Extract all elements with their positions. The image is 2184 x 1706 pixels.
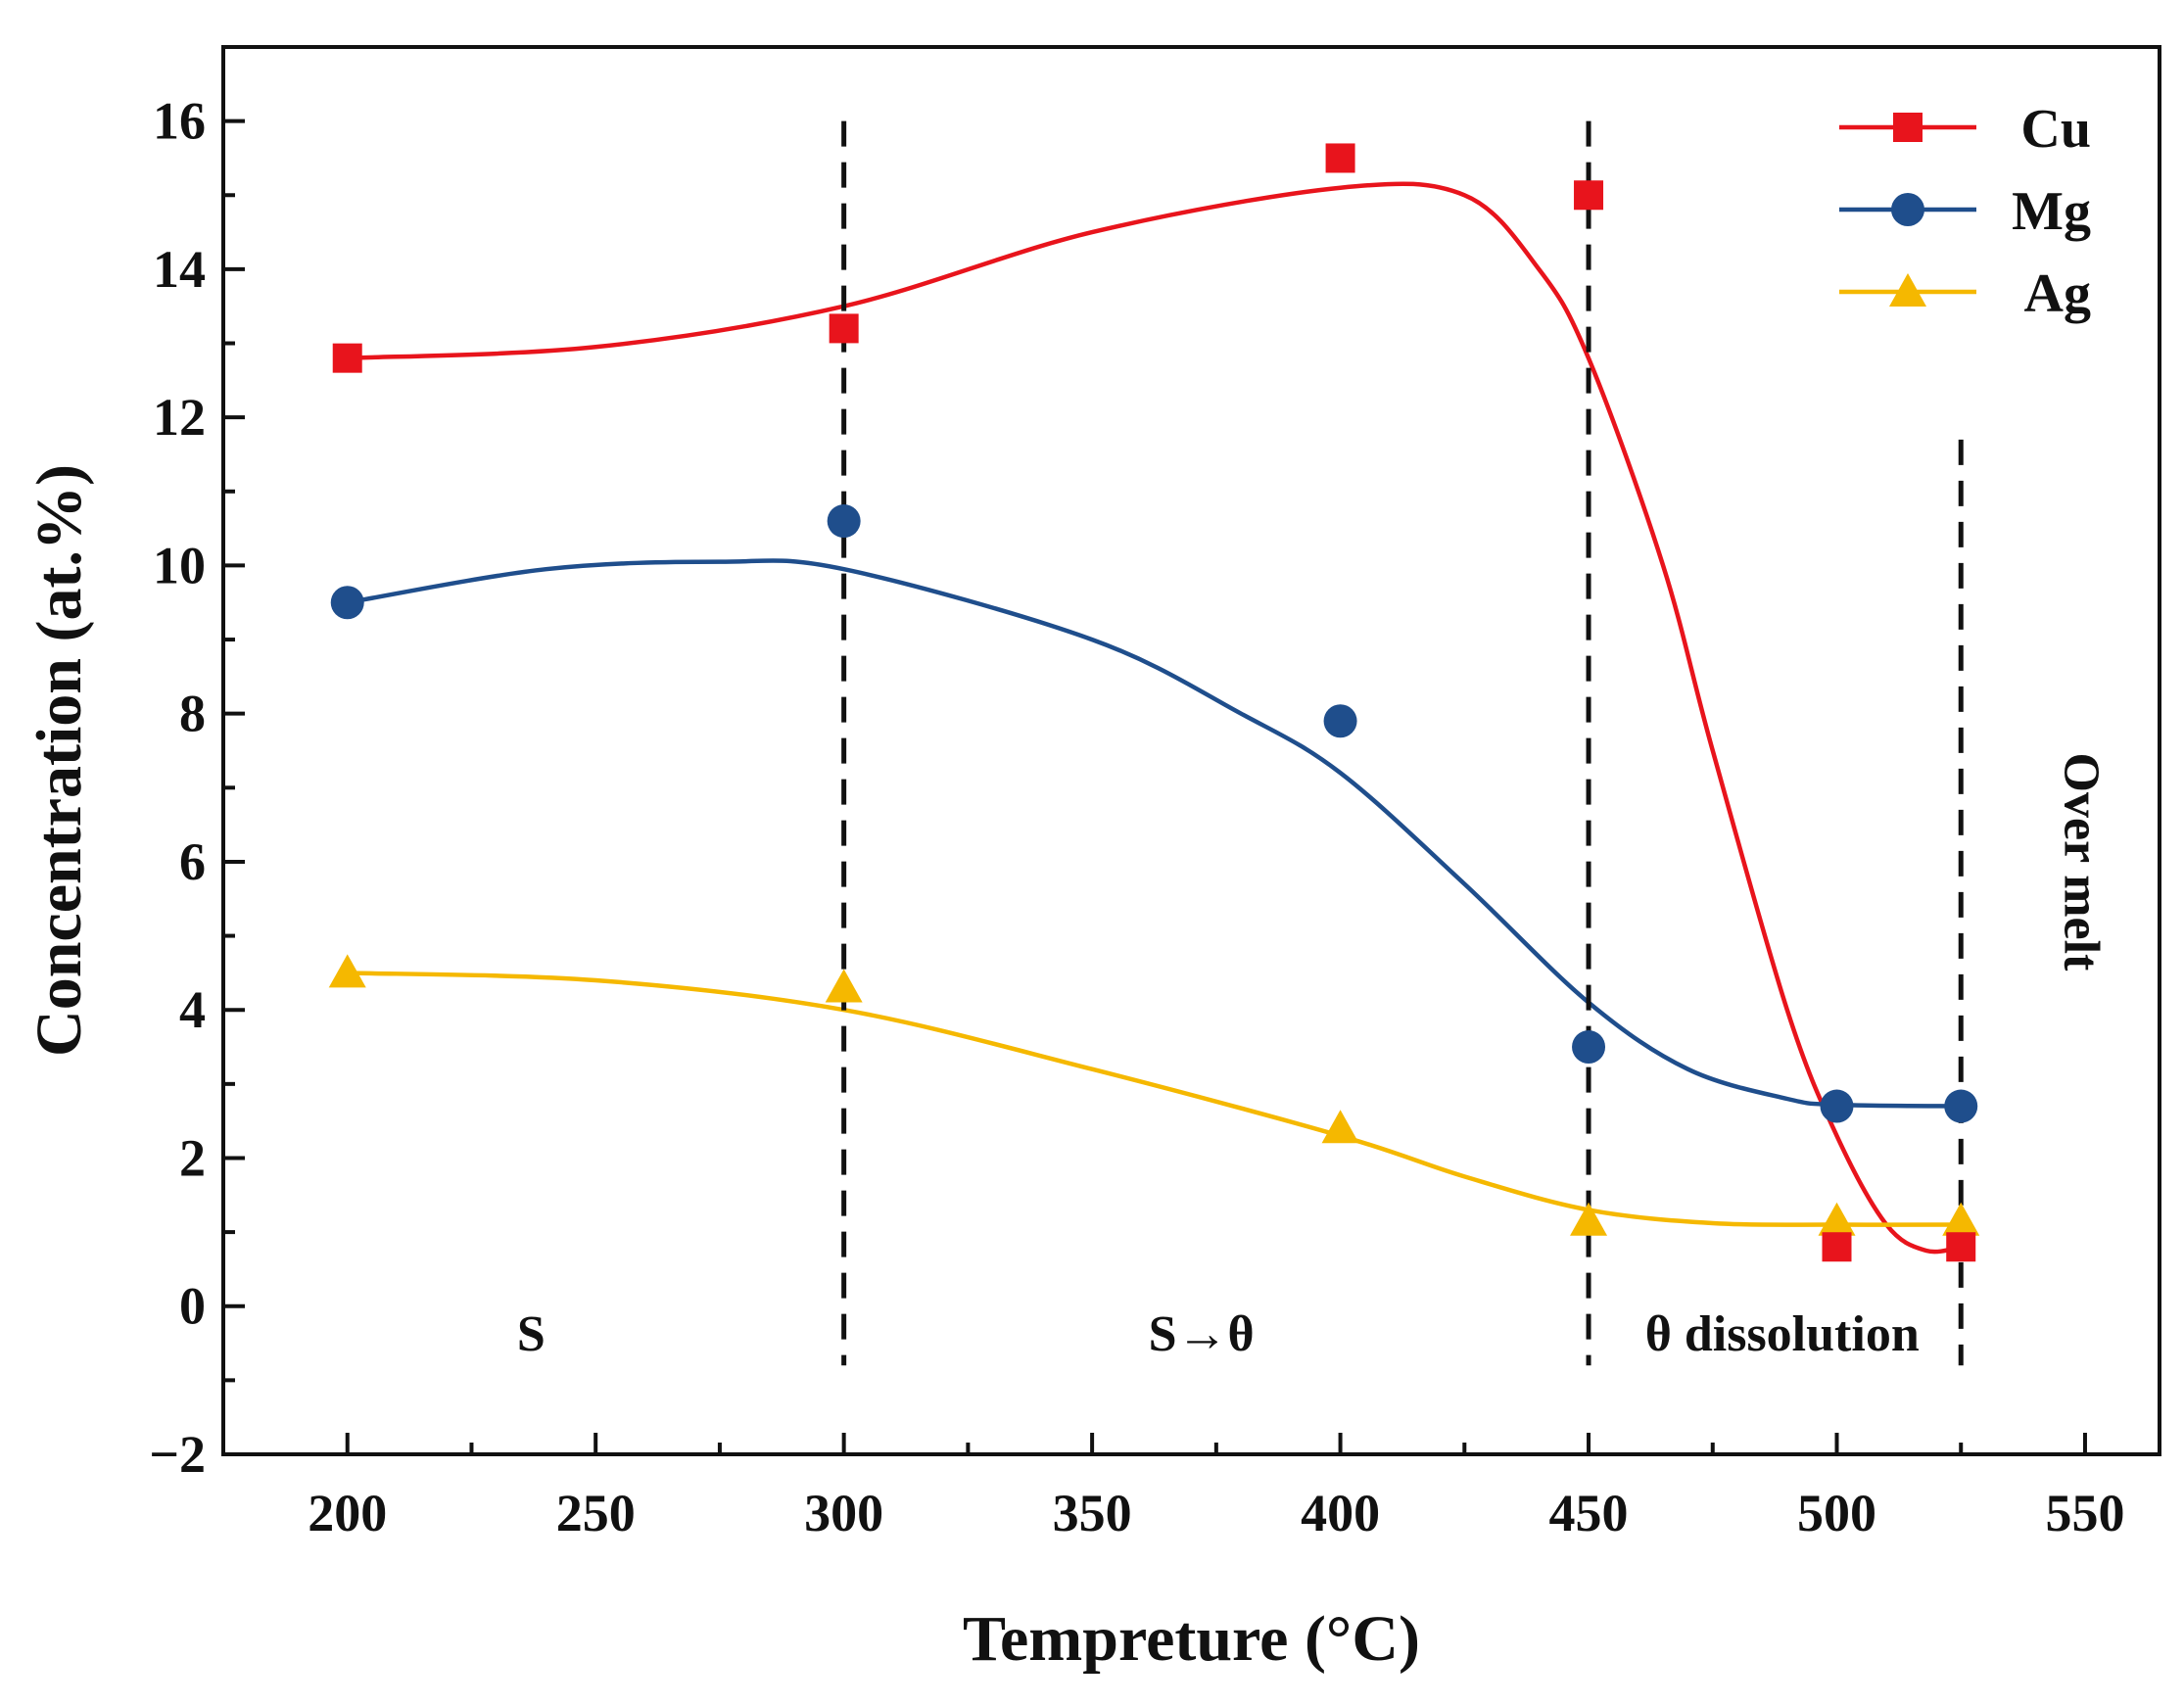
- marker-cu: [1946, 1232, 1976, 1262]
- region-label: Over melt: [2054, 753, 2110, 972]
- marker-mg: [1820, 1089, 1854, 1123]
- y-tick-label: 16: [153, 92, 206, 151]
- region-label: θ dissolution: [1645, 1306, 1920, 1362]
- region-label: S: [517, 1306, 546, 1362]
- y-axis-title: Concentration (at.%): [24, 464, 95, 1057]
- x-tick-label: 350: [1053, 1484, 1132, 1542]
- marker-ag: [1818, 1202, 1856, 1236]
- legend-marker-cu: [1893, 113, 1923, 142]
- phase-boundaries: [841, 120, 1964, 1366]
- y-tick-label: 2: [179, 1128, 206, 1187]
- x-tick-label: 250: [556, 1484, 636, 1542]
- marker-mg: [330, 586, 364, 620]
- legend-label-mg: Mg: [2012, 181, 2091, 242]
- marker-cu: [1574, 180, 1604, 211]
- marker-cu: [1822, 1232, 1852, 1262]
- y-tick-label: 14: [153, 240, 206, 299]
- legend-label-ag: Ag: [2024, 263, 2091, 324]
- fit-curve-mg: [347, 558, 1962, 1109]
- x-tick-label: 500: [1797, 1484, 1876, 1542]
- marker-ag: [1570, 1202, 1608, 1236]
- y-tick-label: 12: [153, 388, 206, 447]
- x-tick-label: 550: [2045, 1484, 2124, 1542]
- y-tick-label: 6: [179, 832, 206, 891]
- region-labels: S S→θ θ dissolution Over melt: [517, 753, 2110, 1363]
- legend-marker-mg: [1891, 193, 1924, 226]
- y-tick-label: 10: [153, 536, 206, 594]
- region-label: S→θ: [1149, 1306, 1255, 1362]
- fit-curve-ag: [347, 971, 1962, 1227]
- marker-mg: [1944, 1089, 1978, 1123]
- data-markers: [328, 143, 1980, 1262]
- y-tick-label: −2: [149, 1425, 206, 1484]
- legend: Cu Mg Ag: [1839, 99, 2091, 324]
- plot-frame: [221, 45, 2161, 1456]
- y-tick-label: 8: [179, 685, 206, 743]
- y-tick-label: 0: [179, 1277, 206, 1336]
- marker-mg: [1572, 1030, 1606, 1065]
- marker-cu: [332, 343, 362, 373]
- marker-cu: [1325, 143, 1355, 173]
- marker-cu: [829, 313, 859, 344]
- axis-ticks: [223, 118, 2087, 1456]
- marker-ag: [825, 969, 863, 1003]
- x-tick-label: 200: [308, 1484, 387, 1542]
- fit-curves: [347, 181, 1962, 1255]
- marker-ag: [1321, 1110, 1359, 1144]
- x-tick-label: 400: [1301, 1484, 1380, 1542]
- legend-label-cu: Cu: [2020, 99, 2091, 160]
- marker-mg: [1323, 704, 1357, 738]
- marker-ag: [328, 954, 366, 988]
- tick-labels: 200 250 300 350 400 450 500 550 −2 0 2 4 6 8 10 12 14 16: [149, 92, 2124, 1542]
- fit-curve-cu: [347, 181, 1962, 1255]
- x-tick-label: 450: [1549, 1484, 1629, 1542]
- x-axis-title: Tempreture (°C): [963, 1603, 1420, 1675]
- x-tick-label: 300: [804, 1484, 883, 1542]
- marker-ag: [1942, 1202, 1980, 1236]
- y-tick-label: 4: [179, 980, 206, 1039]
- marker-mg: [827, 504, 861, 539]
- legend-marker-ag: [1889, 273, 1926, 307]
